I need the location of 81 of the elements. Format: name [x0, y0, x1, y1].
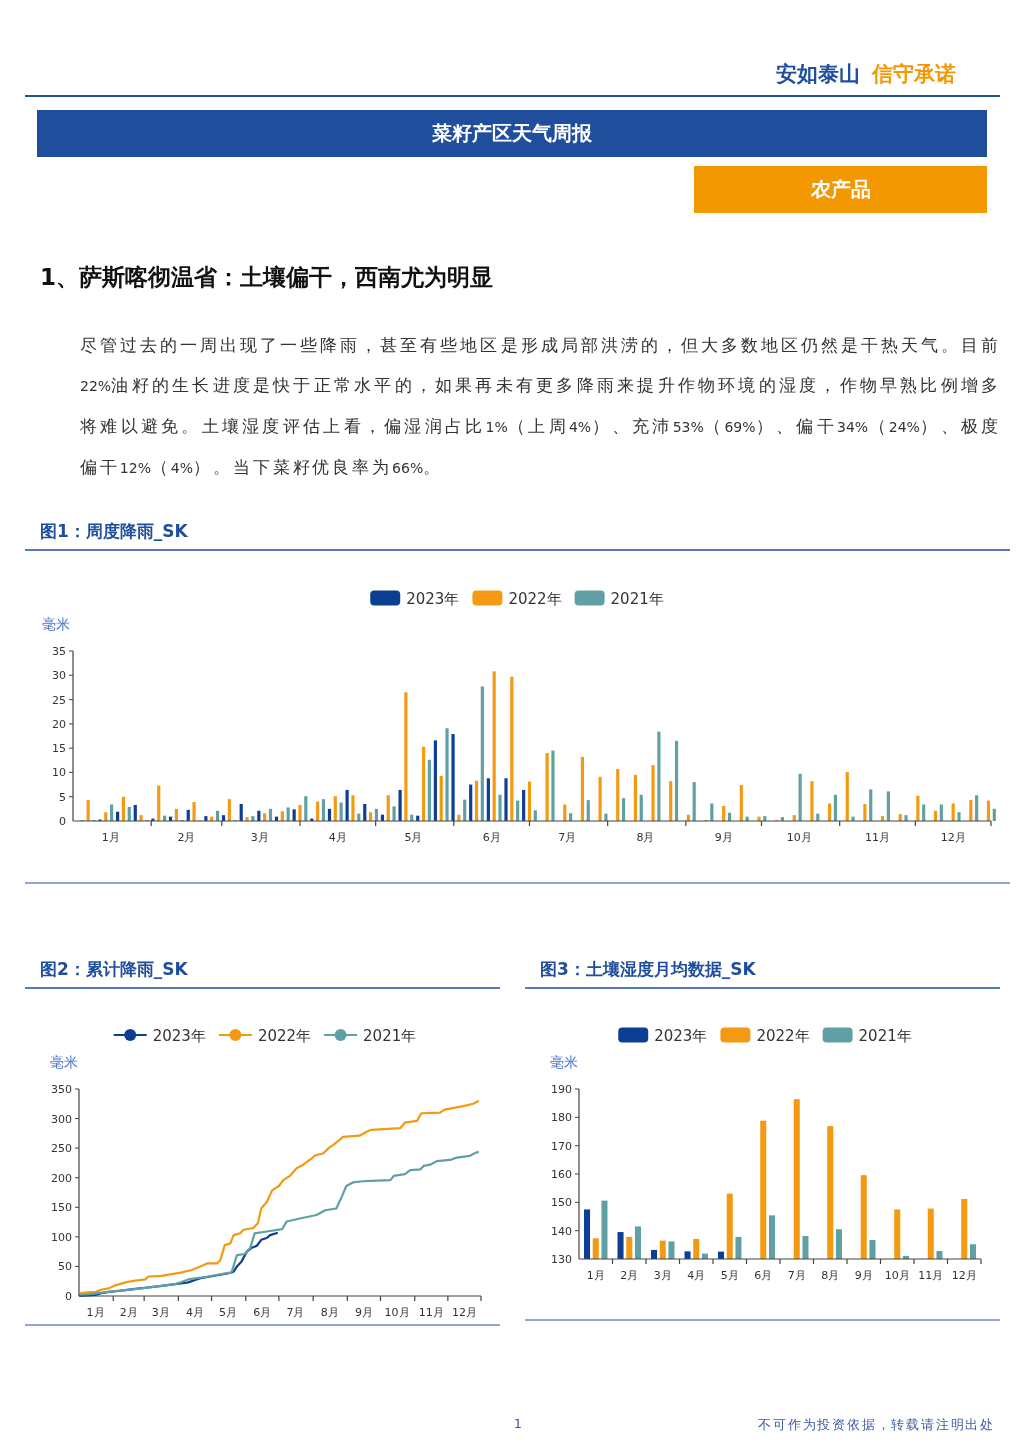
legend-label: 2022年 [257, 1026, 312, 1045]
x-tick-label: 7月 [286, 1306, 305, 1319]
legend-label: 2023年 [152, 1026, 206, 1045]
y-tick-label: 150 [51, 1201, 72, 1215]
y-tick-label: 250 [51, 1142, 72, 1156]
y-tick-label: 25 [52, 693, 66, 707]
x-tick-label: 7月 [787, 1269, 806, 1282]
x-tick-label: 2月 [177, 831, 196, 844]
legend-label: 2021年 [363, 1026, 417, 1045]
x-tick-label: 12月 [940, 831, 966, 844]
y-tick-label: 350 [51, 1083, 72, 1096]
x-tick-label: 4月 [185, 1306, 204, 1319]
x-tick-label: 5月 [219, 1306, 238, 1319]
x-tick-label: 10月 [786, 831, 812, 844]
chart-title: 图3：土壤湿度月均数据_SK [540, 959, 757, 979]
x-tick-label: 12月 [451, 1306, 477, 1319]
x-tick-label: 9月 [714, 831, 733, 844]
y-tick-label: 200 [51, 1171, 72, 1185]
x-tick-label: 10月 [384, 1306, 410, 1319]
x-tick-label: 9月 [854, 1269, 873, 1282]
x-tick-label: 5月 [404, 831, 423, 844]
legend-label: 2023年 [406, 589, 460, 608]
y-axis-title: 毫米 [50, 1054, 78, 1070]
legend-label: 2021年 [610, 589, 664, 608]
y-tick-label: 5 [59, 790, 66, 804]
y-tick-label: 160 [551, 1168, 572, 1181]
x-tick-label: 8月 [821, 1269, 840, 1282]
text: 1 [512, 1416, 524, 1431]
chart-title: 图1：周度降雨_SK [40, 521, 189, 541]
legend-label: 2023年 [654, 1026, 708, 1045]
x-tick-label: 11月 [865, 831, 891, 844]
text: 不可作为投资依据，转载请注明出处 [758, 1416, 995, 1434]
x-tick-label: 2月 [119, 1306, 138, 1319]
y-axis-title: 毫米 [42, 616, 70, 632]
x-tick-label: 9月 [354, 1306, 373, 1319]
y-tick-label: 100 [51, 1230, 72, 1244]
y-tick-label: 130 [551, 1253, 572, 1266]
x-tick-label: 6月 [482, 831, 501, 844]
text: 1、萨斯喀彻温省：土壤偏干，西南尤为明显 [40, 263, 494, 292]
y-tick-label: 190 [551, 1083, 572, 1096]
y-tick-label: 30 [52, 669, 66, 683]
x-tick-label: 1月 [586, 1269, 605, 1282]
y-tick-label: 180 [551, 1111, 572, 1125]
y-tick-label: 15 [52, 742, 66, 756]
x-tick-label: 11月 [918, 1269, 944, 1282]
x-tick-label: 5月 [720, 1269, 739, 1282]
y-tick-label: 0 [65, 1290, 72, 1303]
y-tick-label: 35 [52, 645, 66, 658]
x-tick-label: 7月 [558, 831, 577, 844]
y-tick-label: 170 [551, 1139, 572, 1153]
x-tick-label: 6月 [754, 1269, 773, 1282]
text: 农产品 [694, 166, 987, 213]
y-tick-label: 10 [52, 766, 66, 780]
y-tick-label: 140 [551, 1224, 572, 1238]
x-tick-label: 12月 [951, 1269, 977, 1282]
x-tick-label: 6月 [253, 1306, 272, 1319]
x-tick-label: 11月 [418, 1306, 444, 1319]
legend-label: 2022年 [508, 589, 562, 608]
y-tick-label: 50 [58, 1260, 72, 1274]
x-tick-label: 3月 [653, 1269, 672, 1282]
text: 信守承诺 [872, 61, 956, 88]
x-tick-label: 1月 [101, 831, 120, 844]
legend-label: 2021年 [858, 1026, 912, 1045]
x-tick-label: 10月 [884, 1269, 910, 1282]
x-tick-label: 8月 [636, 831, 655, 844]
x-tick-label: 3月 [250, 831, 269, 844]
chart-title: 图2：累计降雨_SK [40, 959, 189, 979]
x-tick-label: 4月 [687, 1269, 706, 1282]
x-tick-label: 8月 [320, 1306, 339, 1319]
y-tick-label: 300 [51, 1112, 72, 1126]
x-tick-label: 4月 [328, 831, 347, 844]
y-tick-label: 150 [551, 1196, 572, 1210]
y-tick-label: 0 [59, 815, 66, 828]
text: 安如泰山 [776, 61, 860, 88]
x-tick-label: 3月 [151, 1306, 170, 1319]
x-tick-label: 2月 [620, 1269, 639, 1282]
y-tick-label: 20 [52, 717, 66, 731]
text: 菜籽产区天气周报 [37, 110, 987, 157]
x-tick-label: 1月 [86, 1306, 105, 1319]
legend-label: 2022年 [756, 1026, 810, 1045]
y-axis-title: 毫米 [550, 1054, 578, 1070]
